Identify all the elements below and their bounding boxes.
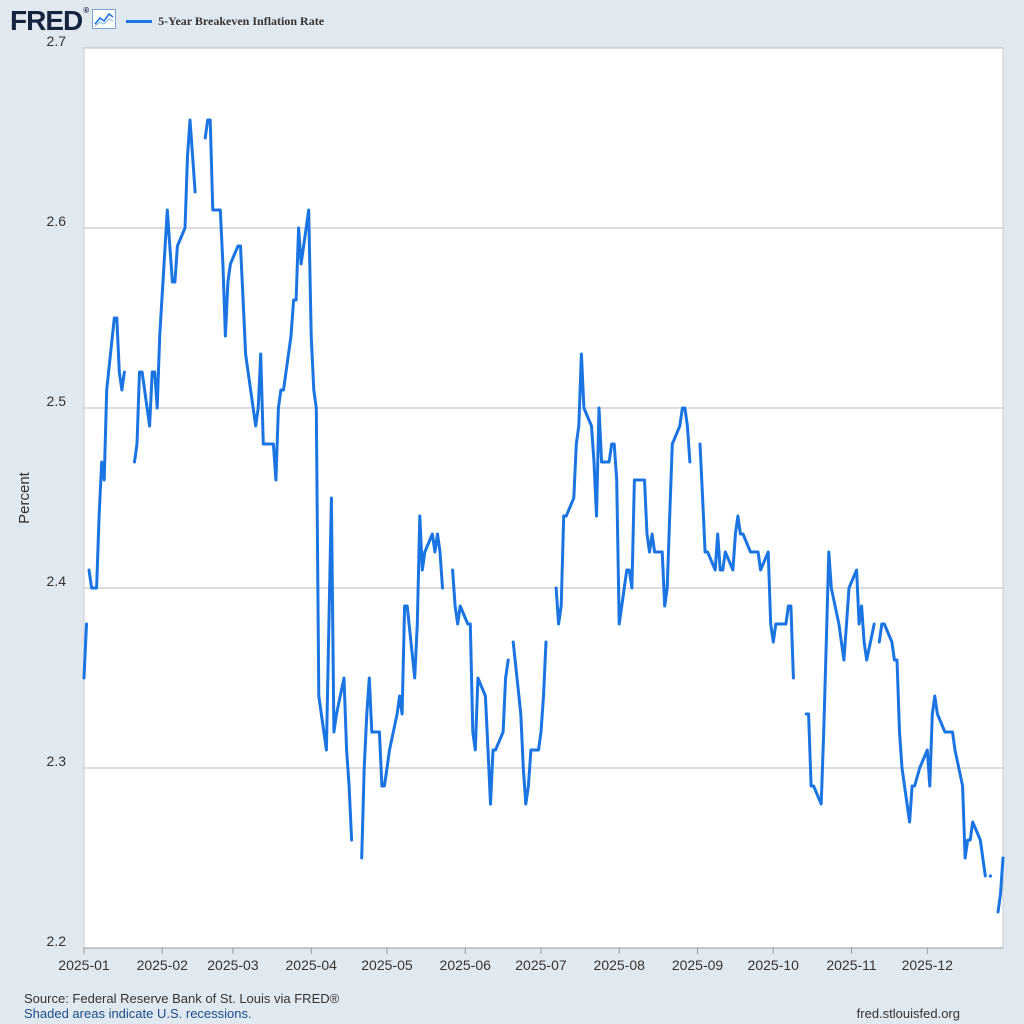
source-text: Source: Federal Reserve Bank of St. Loui… [24, 991, 340, 1006]
series-line-segment [451, 568, 510, 806]
plot-area [83, 47, 1004, 949]
y-tick-label: 2.5 [47, 393, 67, 409]
y-tick-label: 2.2 [47, 933, 67, 949]
x-tick-label: 2025-08 [594, 957, 646, 973]
x-tick-label: 2025-05 [361, 957, 413, 973]
x-tick-label: 2025-09 [672, 957, 724, 973]
series-line-segment [913, 694, 987, 878]
x-tick-label: 2025-01 [58, 957, 110, 973]
site-link[interactable]: fred.stlouisfed.org [856, 1006, 960, 1021]
x-tick-label: 2025-10 [748, 957, 800, 973]
x-tick-label: 2025-03 [207, 957, 259, 973]
y-axis-label: Percent [16, 471, 33, 524]
footer-source-block: Source: Federal Reserve Bank of St. Loui… [24, 991, 339, 1021]
series-line-segment [82, 622, 88, 680]
x-tick-label: 2025-12 [902, 957, 954, 973]
series-line-segment [203, 118, 354, 842]
series-line-segment [511, 640, 548, 806]
x-tick-label: 2025-04 [286, 957, 338, 973]
legend-swatch [126, 19, 153, 23]
series-line-segment [133, 118, 197, 464]
series-line-segment [877, 622, 914, 824]
x-tick-label: 2025-02 [137, 957, 189, 973]
series-line-segment [360, 514, 444, 860]
data-point [988, 874, 992, 878]
series-line-segment [996, 856, 1005, 914]
chart-header: FRED® 5-Year Breakeven Inflation Rate [10, 6, 324, 36]
series-line-segment [804, 550, 876, 806]
series-line-segment [554, 352, 692, 626]
x-tick-label: 2025-11 [826, 957, 877, 973]
fred-logo[interactable]: FRED® [10, 5, 89, 36]
legend-label: 5-Year Breakeven Inflation Rate [158, 13, 325, 28]
recession-note: Shaded areas indicate U.S. recessions. [24, 1006, 252, 1021]
line-chart-icon [92, 8, 117, 34]
series-line-segment [698, 442, 795, 680]
y-tick-label: 2.7 [47, 33, 67, 49]
x-tick-label: 2025-07 [515, 957, 567, 973]
y-tick-label: 2.6 [47, 213, 67, 229]
y-tick-label: 2.3 [47, 753, 67, 769]
y-tick-label: 2.4 [47, 573, 67, 589]
series-line-segment [87, 316, 126, 590]
x-tick-label: 2025-06 [440, 957, 492, 973]
